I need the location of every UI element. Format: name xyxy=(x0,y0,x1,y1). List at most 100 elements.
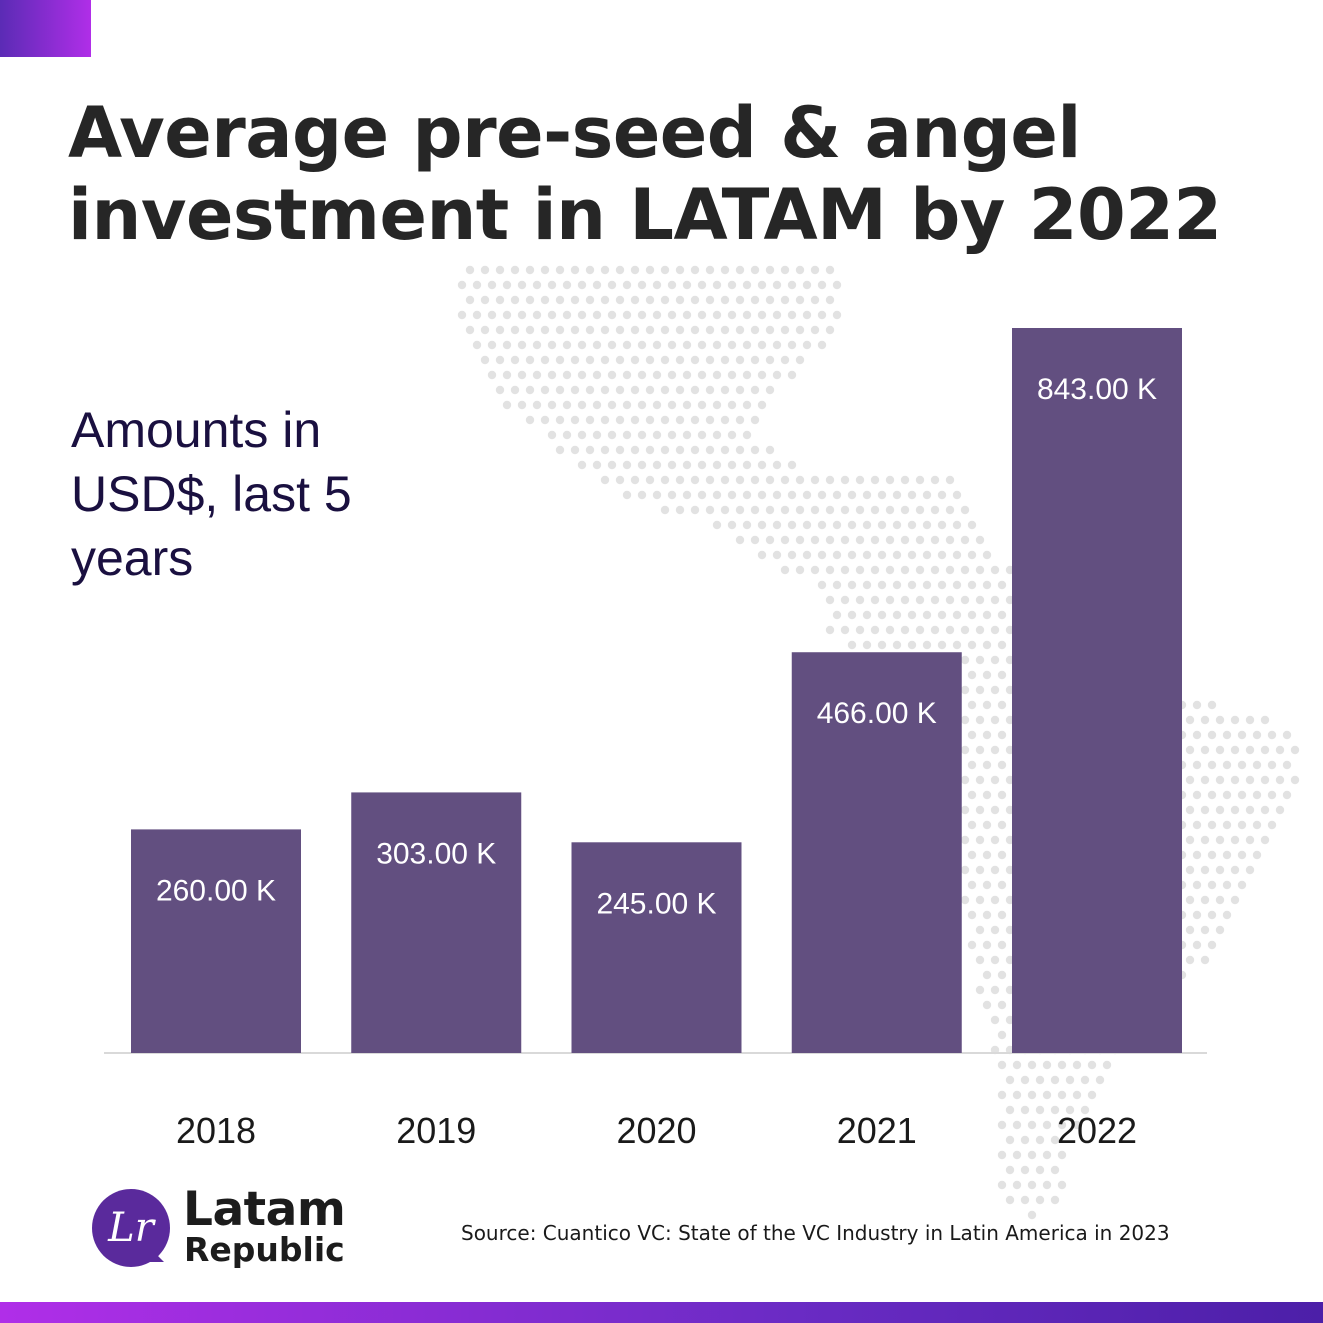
map-dot xyxy=(795,535,805,545)
map-dot xyxy=(810,295,820,305)
map-dot xyxy=(997,970,1007,980)
map-dot xyxy=(757,550,767,560)
map-dot xyxy=(1027,1090,1037,1100)
map-dot xyxy=(772,370,782,380)
map-dot xyxy=(660,445,670,455)
map-dot xyxy=(720,265,730,275)
map-dot xyxy=(1245,775,1255,785)
map-dot xyxy=(457,280,467,290)
map-dot xyxy=(817,580,827,590)
map-dot xyxy=(465,265,475,275)
map-dot xyxy=(1207,760,1217,770)
map-dot xyxy=(847,520,857,530)
map-dot xyxy=(585,325,595,335)
map-dot xyxy=(742,400,752,410)
map-dot xyxy=(652,400,662,410)
map-dot xyxy=(975,595,985,605)
map-dot xyxy=(735,295,745,305)
map-dot xyxy=(802,490,812,500)
map-dot xyxy=(1192,760,1202,770)
map-dot xyxy=(810,325,820,335)
map-dot xyxy=(705,325,715,335)
map-dot xyxy=(795,295,805,305)
map-dot xyxy=(817,340,827,350)
map-dot xyxy=(742,460,752,470)
map-dot xyxy=(795,265,805,275)
map-dot xyxy=(495,325,505,335)
map-dot xyxy=(600,265,610,275)
map-dot xyxy=(795,475,805,485)
map-dot xyxy=(1065,1075,1075,1085)
map-dot xyxy=(547,340,557,350)
map-dot xyxy=(705,265,715,275)
map-dot xyxy=(840,535,850,545)
map-dot xyxy=(1267,820,1277,830)
map-dot xyxy=(915,505,925,515)
map-dot xyxy=(847,490,857,500)
map-dot xyxy=(975,955,985,965)
map-dot xyxy=(720,505,730,515)
map-dot xyxy=(907,610,917,620)
map-dot xyxy=(997,790,1007,800)
map-dot xyxy=(1042,1180,1052,1190)
map-dot xyxy=(480,265,490,275)
map-dot xyxy=(630,385,640,395)
map-dot xyxy=(772,490,782,500)
map-dot xyxy=(1230,715,1240,725)
map-dot xyxy=(982,790,992,800)
map-dot xyxy=(1207,820,1217,830)
map-dot xyxy=(997,670,1007,680)
map-dot xyxy=(945,505,955,515)
bottom-accent-bar xyxy=(0,1302,1323,1323)
map-dot xyxy=(660,295,670,305)
map-dot xyxy=(892,550,902,560)
map-dot xyxy=(1252,850,1262,860)
map-dot xyxy=(960,655,970,665)
map-dot xyxy=(990,1015,1000,1025)
map-dot xyxy=(1237,760,1247,770)
map-dot xyxy=(997,880,1007,890)
map-dot xyxy=(645,415,655,425)
bar-2020 xyxy=(571,842,742,1053)
map-dot xyxy=(930,535,940,545)
map-dot xyxy=(1222,790,1232,800)
map-dot xyxy=(675,355,685,365)
map-dot xyxy=(810,565,820,575)
map-dot xyxy=(990,625,1000,635)
map-dot xyxy=(1252,730,1262,740)
map-dot xyxy=(532,280,542,290)
map-dot xyxy=(660,355,670,365)
map-dot xyxy=(495,265,505,275)
map-dot xyxy=(547,310,557,320)
map-dot xyxy=(990,925,1000,935)
map-dot xyxy=(982,970,992,980)
map-dot xyxy=(892,640,902,650)
map-dot xyxy=(787,280,797,290)
map-dot xyxy=(1275,745,1285,755)
map-dot xyxy=(960,865,970,875)
map-dot xyxy=(825,475,835,485)
map-dot xyxy=(660,325,670,335)
map-dot xyxy=(825,625,835,635)
map-dot xyxy=(1185,835,1195,845)
map-dot xyxy=(607,460,617,470)
map-dot xyxy=(1192,820,1202,830)
map-dot xyxy=(645,355,655,365)
map-dot xyxy=(562,340,572,350)
map-dot xyxy=(652,370,662,380)
map-dot xyxy=(1042,1090,1052,1100)
map-dot xyxy=(1200,955,1210,965)
map-dot xyxy=(930,595,940,605)
map-dot xyxy=(742,430,752,440)
map-dot xyxy=(1080,1075,1090,1085)
x-tick-label-2019: 2019 xyxy=(396,1110,476,1151)
map-dot xyxy=(607,310,617,320)
map-dot xyxy=(525,385,535,395)
map-dot xyxy=(1222,850,1232,860)
map-dot xyxy=(1282,790,1292,800)
map-dot xyxy=(570,415,580,425)
map-dot xyxy=(592,400,602,410)
map-dot xyxy=(810,475,820,485)
map-dot xyxy=(990,835,1000,845)
map-dot xyxy=(915,475,925,485)
